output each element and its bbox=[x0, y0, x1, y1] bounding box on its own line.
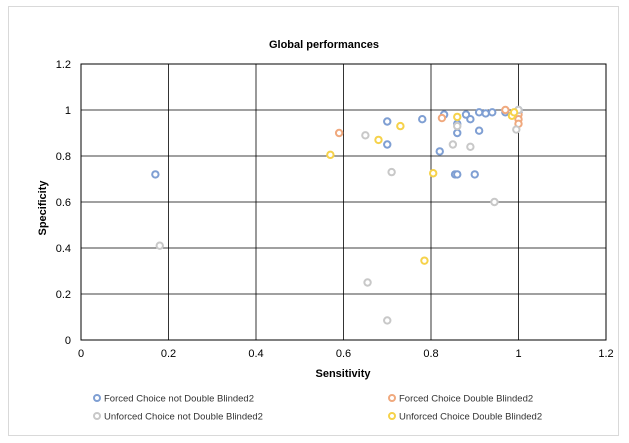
y-tick-label: 0.8 bbox=[56, 151, 71, 163]
chart-title: Global performances bbox=[269, 39, 379, 51]
data-point bbox=[437, 113, 447, 123]
data-point bbox=[326, 150, 335, 160]
y-tick-label: 0 bbox=[65, 335, 71, 347]
y-tick-label: 0.6 bbox=[56, 197, 71, 209]
data-point bbox=[435, 147, 444, 156]
scatter-chart: Global performances 0 0.2 0.4 0.6 0.8 1 1.2 0 0.… bbox=[37, 39, 614, 423]
legend-label: Forced Choice Double Blinded2 bbox=[399, 394, 533, 405]
legend-marker bbox=[388, 394, 396, 402]
data-point bbox=[448, 140, 458, 149]
data-point bbox=[509, 108, 519, 117]
legend-marker bbox=[93, 412, 101, 420]
data-point bbox=[501, 105, 510, 115]
data-point bbox=[155, 241, 164, 250]
x-axis-title: Sensitivity bbox=[315, 368, 371, 380]
legend-marker bbox=[93, 394, 101, 402]
y-tick-label: 0.2 bbox=[56, 289, 71, 301]
data-point bbox=[383, 316, 392, 325]
chart-area: Global performances 0 0.2 0.4 0.6 0.8 1 1.2 0 0.… bbox=[8, 6, 619, 436]
data-point bbox=[383, 117, 392, 126]
x-tick-label: 0.8 bbox=[423, 348, 438, 360]
tick-labels: 0 0.2 0.4 0.6 0.8 1 1.2 0 0.2 0.4 0.6 0.8 1 1.2 bbox=[56, 59, 614, 360]
data-point bbox=[470, 170, 479, 179]
x-tick-label: 0.2 bbox=[161, 348, 176, 360]
legend-marker bbox=[388, 412, 396, 420]
data-point bbox=[361, 131, 370, 140]
y-tick-label: 0.4 bbox=[56, 243, 71, 255]
x-tick-label: 0 bbox=[78, 348, 84, 360]
legend-label: Unforced Choice Double Blinded2 bbox=[399, 412, 542, 423]
data-point bbox=[374, 135, 383, 145]
x-tick-label: 0.4 bbox=[248, 348, 263, 360]
x-tick-label: 0.6 bbox=[336, 348, 351, 360]
data-point bbox=[383, 140, 392, 149]
gridlines bbox=[80, 63, 607, 341]
data-point bbox=[481, 109, 490, 118]
data-point bbox=[418, 115, 427, 124]
y-tick-label: 1 bbox=[65, 105, 71, 117]
data-point bbox=[488, 108, 497, 117]
data-point bbox=[428, 169, 438, 178]
legend-label: Forced Choice not Double Blinded2 bbox=[104, 394, 254, 405]
data-point bbox=[474, 126, 484, 135]
data-point bbox=[453, 112, 462, 122]
data-point bbox=[396, 121, 405, 131]
data-point bbox=[420, 256, 429, 265]
y-axis-title: Specificity bbox=[37, 180, 49, 236]
data-point bbox=[453, 170, 462, 179]
data-point bbox=[466, 115, 475, 124]
data-points bbox=[151, 105, 523, 325]
data-point bbox=[363, 278, 372, 287]
data-point bbox=[151, 170, 160, 179]
data-point bbox=[387, 167, 396, 177]
data-point bbox=[474, 108, 484, 117]
data-point bbox=[466, 142, 475, 152]
data-point bbox=[453, 121, 462, 131]
x-tick-label: 1 bbox=[515, 348, 521, 360]
x-tick-label: 1.2 bbox=[598, 348, 613, 360]
legend: Forced Choice not Double Blinded2 Forced … bbox=[93, 394, 542, 423]
data-point bbox=[512, 125, 521, 134]
data-point bbox=[453, 128, 462, 138]
data-point bbox=[490, 197, 499, 207]
y-tick-label: 1.2 bbox=[56, 59, 71, 71]
data-point bbox=[334, 128, 344, 138]
legend-label: Unforced Choice not Double Blinded2 bbox=[104, 412, 263, 423]
